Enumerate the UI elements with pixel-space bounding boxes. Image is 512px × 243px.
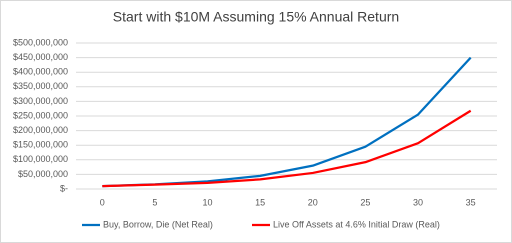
series-line bbox=[102, 109, 472, 188]
y-tick-label: $50,000,000 bbox=[18, 169, 68, 179]
y-tick-label: $- bbox=[60, 183, 68, 193]
x-tick-label: 35 bbox=[466, 197, 476, 207]
y-tick-label: $450,000,000 bbox=[13, 52, 68, 62]
chart-title: Start with $10M Assuming 15% Annual Retu… bbox=[113, 9, 399, 25]
y-tick-label: $150,000,000 bbox=[13, 140, 68, 150]
y-tick-label: $400,000,000 bbox=[13, 67, 68, 77]
x-tick-label: 10 bbox=[203, 197, 213, 207]
x-tick-label: 20 bbox=[308, 197, 318, 207]
x-tick-label: 25 bbox=[360, 197, 370, 207]
legend-label: Live Off Assets at 4.6% Initial Draw (Re… bbox=[273, 219, 440, 229]
y-tick-label: $350,000,000 bbox=[13, 81, 68, 91]
y-tick-label: $500,000,000 bbox=[13, 37, 68, 47]
x-tick-label: 0 bbox=[100, 197, 105, 207]
y-tick-label: $200,000,000 bbox=[13, 125, 68, 135]
y-tick-label: $300,000,000 bbox=[13, 96, 68, 106]
x-tick-label: 30 bbox=[413, 197, 423, 207]
y-tick-label: $250,000,000 bbox=[13, 110, 68, 120]
legend-label: Buy, Borrow, Die (Net Real) bbox=[103, 219, 213, 229]
x-tick-label: 15 bbox=[255, 197, 265, 207]
y-tick-label: $100,000,000 bbox=[13, 154, 68, 164]
x-tick-label: 5 bbox=[152, 197, 157, 207]
